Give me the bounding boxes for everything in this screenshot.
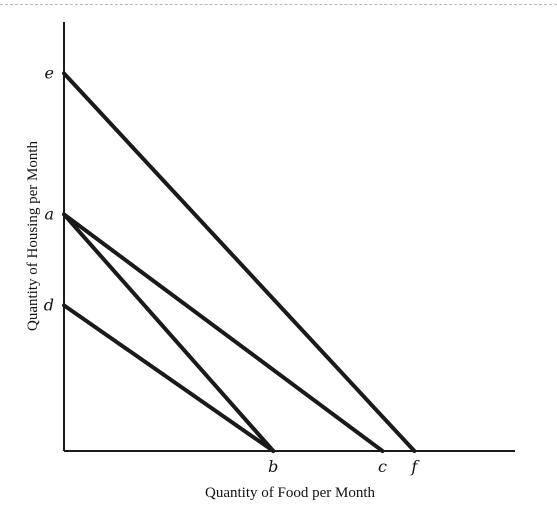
tick-label-layer: b c f e a d (44, 63, 421, 476)
y-tick-label-e: e (45, 63, 54, 82)
budget-line-3 (62, 212, 276, 453)
x-tick-label-c: c (378, 457, 387, 476)
top-dashed-border (0, 4, 557, 5)
y-tick-label-d: d (44, 295, 54, 314)
series-layer (62, 71, 417, 453)
budget-line-1 (62, 71, 417, 453)
y-tick-label-a: a (44, 204, 54, 223)
x-tick-label-b: b (268, 457, 278, 476)
x-axis-title: Quantity of Food per Month (205, 485, 375, 501)
budget-line-2 (62, 212, 385, 453)
budget-line-4 (62, 303, 276, 453)
x-tick-label-f: f (410, 457, 420, 476)
y-axis-title: Quantity of Housing per Month (25, 141, 41, 331)
